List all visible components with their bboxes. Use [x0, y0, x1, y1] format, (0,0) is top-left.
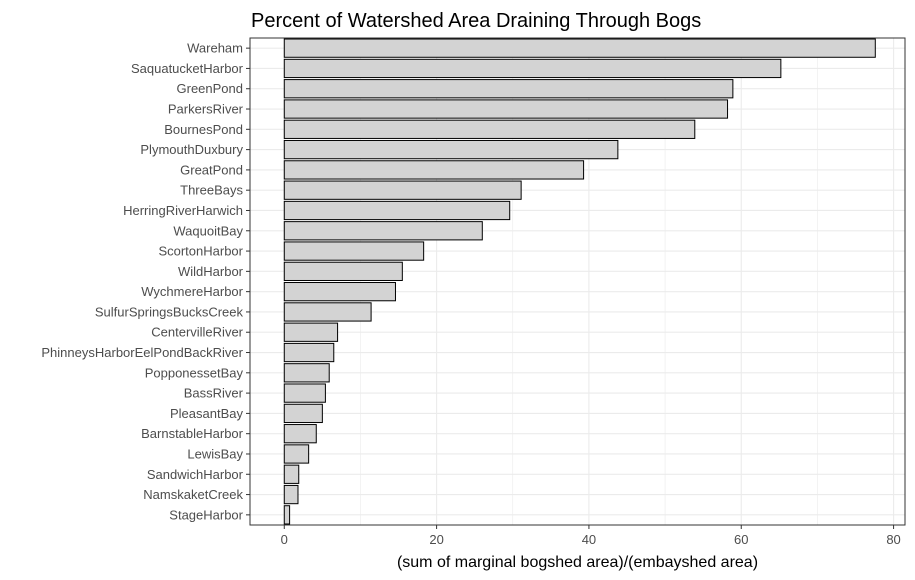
bar [283, 221, 483, 241]
y-tick-label: PhinneysHarborEelPondBackRiver [41, 345, 243, 360]
chart-title: Percent of Watershed Area Draining Throu… [251, 10, 701, 32]
x-axis: 0 20 40 60 80 [281, 525, 901, 547]
y-tick-label: LewisBay [187, 446, 243, 461]
y-tick-label: ScortonHarbor [158, 244, 243, 259]
x-tick-label: 60 [734, 532, 748, 547]
y-tick-label: SaquatucketHarbor [131, 61, 244, 76]
bar [283, 139, 619, 160]
y-tick-label: NamskaketCreek [143, 487, 243, 502]
bar [283, 119, 696, 139]
bar [283, 363, 330, 383]
bar [283, 241, 425, 261]
bar [283, 180, 522, 200]
x-tick-label: 20 [429, 532, 443, 547]
bar [283, 282, 396, 302]
bar [283, 261, 403, 281]
bar [283, 383, 326, 403]
y-tick-label: BassRiver [184, 386, 244, 401]
plot-panel [250, 38, 905, 525]
bar [283, 342, 335, 363]
x-tick-label: 80 [886, 532, 900, 547]
y-tick-label: GreatPond [180, 162, 243, 177]
bar [283, 302, 372, 322]
y-tick-label: WychmereHarbor [141, 284, 243, 299]
bars [283, 38, 876, 525]
y-tick-label: ParkersRiver [168, 102, 244, 117]
y-tick-label: GreenPond [177, 81, 244, 96]
panel-border [249, 37, 906, 526]
y-tick-label: SandwichHarbor [147, 467, 244, 482]
x-tick-label: 40 [582, 532, 596, 547]
bar [283, 403, 323, 424]
x-tick-label: 0 [281, 532, 288, 547]
bar [283, 58, 782, 79]
y-tick-label: PopponessetBay [145, 365, 244, 380]
bar [283, 160, 585, 180]
bar [283, 424, 317, 444]
bar [283, 464, 300, 484]
y-tick-label: SulfurSpringsBucksCreek [95, 304, 244, 319]
bar [283, 484, 299, 505]
y-tick-label: WaquoitBay [173, 223, 243, 238]
y-tick-label: StageHarbor [169, 507, 243, 522]
bar [283, 79, 734, 99]
y-tick-label: PlymouthDuxbury [140, 142, 243, 157]
bar [283, 200, 511, 221]
bar [283, 38, 876, 58]
y-axis: Wareham SaquatucketHarbor GreenPond Parkers… [41, 41, 250, 522]
x-axis-title: (sum of marginal bogshed area)/(embayshe… [397, 554, 758, 571]
y-tick-label: Wareham [187, 41, 243, 56]
y-tick-label: WildHarbor [178, 264, 244, 279]
y-tick-label: HerringRiverHarwich [123, 203, 243, 218]
y-tick-label: PleasantBay [170, 406, 243, 421]
y-tick-label: ThreeBays [180, 183, 243, 198]
y-tick-label: BournesPond [164, 122, 243, 137]
bar [283, 322, 339, 342]
y-tick-label: BarnstableHarbor [141, 426, 244, 441]
bar [283, 99, 729, 119]
y-tick-label: CentervilleRiver [151, 325, 243, 340]
bar [283, 444, 310, 464]
bar [283, 505, 291, 525]
